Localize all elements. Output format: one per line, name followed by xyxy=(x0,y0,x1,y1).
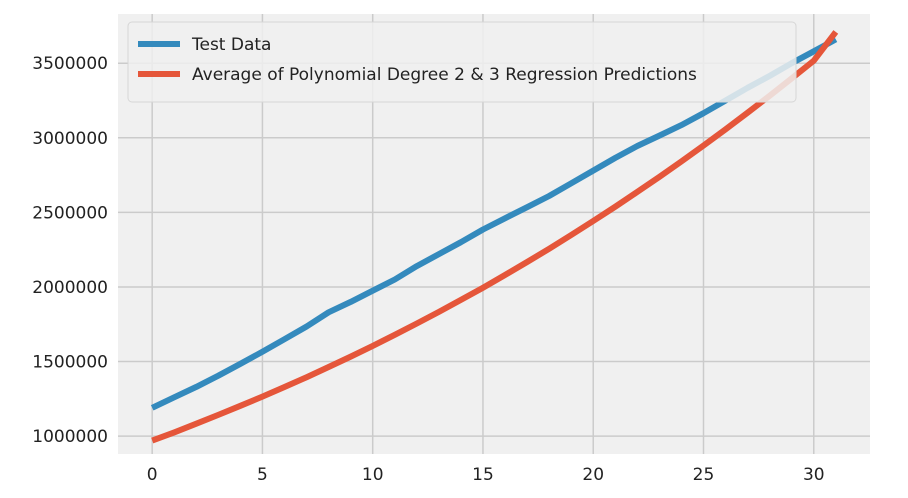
y-tick-label: 3500000 xyxy=(32,54,108,74)
y-tick-label: 2500000 xyxy=(32,203,108,223)
legend-label-average-predictions: Average of Polynomial Degree 2 & 3 Regre… xyxy=(192,65,697,85)
x-tick-label: 10 xyxy=(362,465,384,485)
legend-label-test-data: Test Data xyxy=(191,35,271,55)
x-tick-label: 25 xyxy=(693,465,715,485)
series-lines xyxy=(150,30,839,444)
test-data-line xyxy=(150,36,838,411)
x-tick-label: 5 xyxy=(257,465,268,485)
y-tick-label: 2000000 xyxy=(32,278,108,298)
y-axis-ticks: 1000000 1500000 2000000 2500000 3000000 35000… xyxy=(32,54,108,447)
x-tick-label: 20 xyxy=(582,465,604,485)
y-tick-label: 1000000 xyxy=(32,427,108,447)
x-axis-ticks: 0 5 10 15 20 25 30 xyxy=(147,465,825,485)
legend: Test Data Average of Polynomial Degree 2… xyxy=(127,21,797,103)
y-tick-label: 3000000 xyxy=(32,129,108,149)
y-tick-label: 1500000 xyxy=(32,353,108,373)
average-predictions-line xyxy=(151,30,839,444)
x-tick-label: 15 xyxy=(472,465,494,485)
x-tick-label: 30 xyxy=(803,465,825,485)
x-tick-label: 0 xyxy=(147,465,158,485)
legend-box xyxy=(127,21,797,103)
